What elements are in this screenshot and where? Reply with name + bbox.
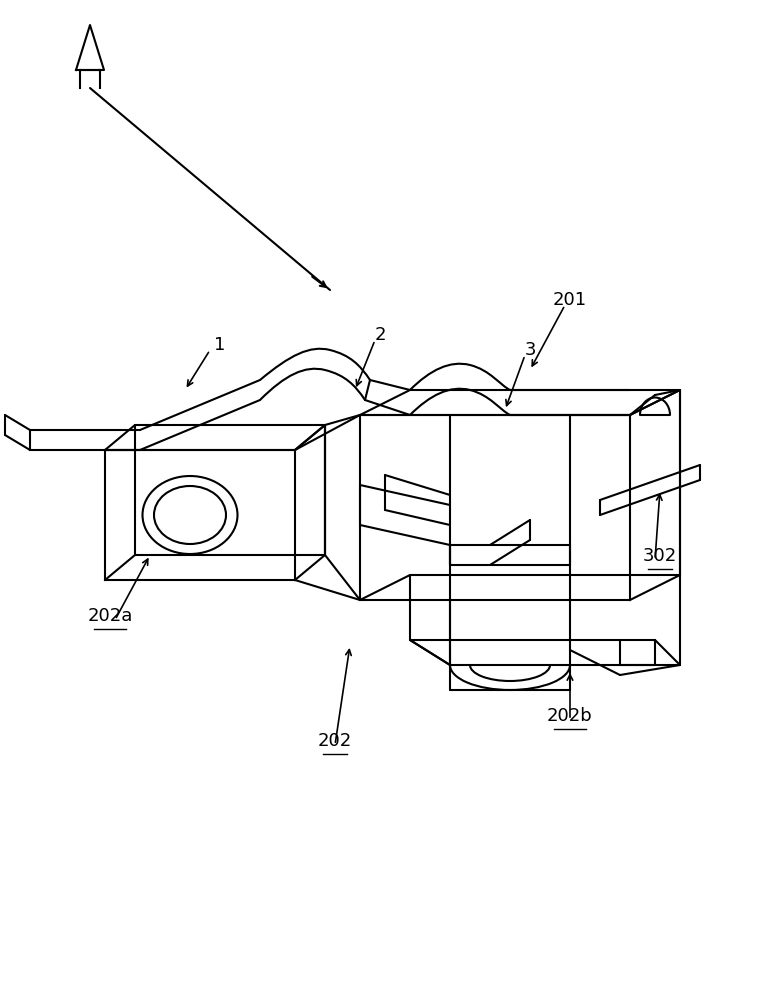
Text: 202a: 202a: [87, 607, 133, 625]
Text: 2: 2: [374, 326, 386, 344]
Text: 201: 201: [553, 291, 587, 309]
Text: 1: 1: [214, 336, 226, 354]
Text: 202b: 202b: [547, 707, 593, 725]
Text: 302: 302: [643, 547, 677, 565]
Text: 202: 202: [318, 732, 353, 750]
Text: 3: 3: [524, 341, 536, 359]
